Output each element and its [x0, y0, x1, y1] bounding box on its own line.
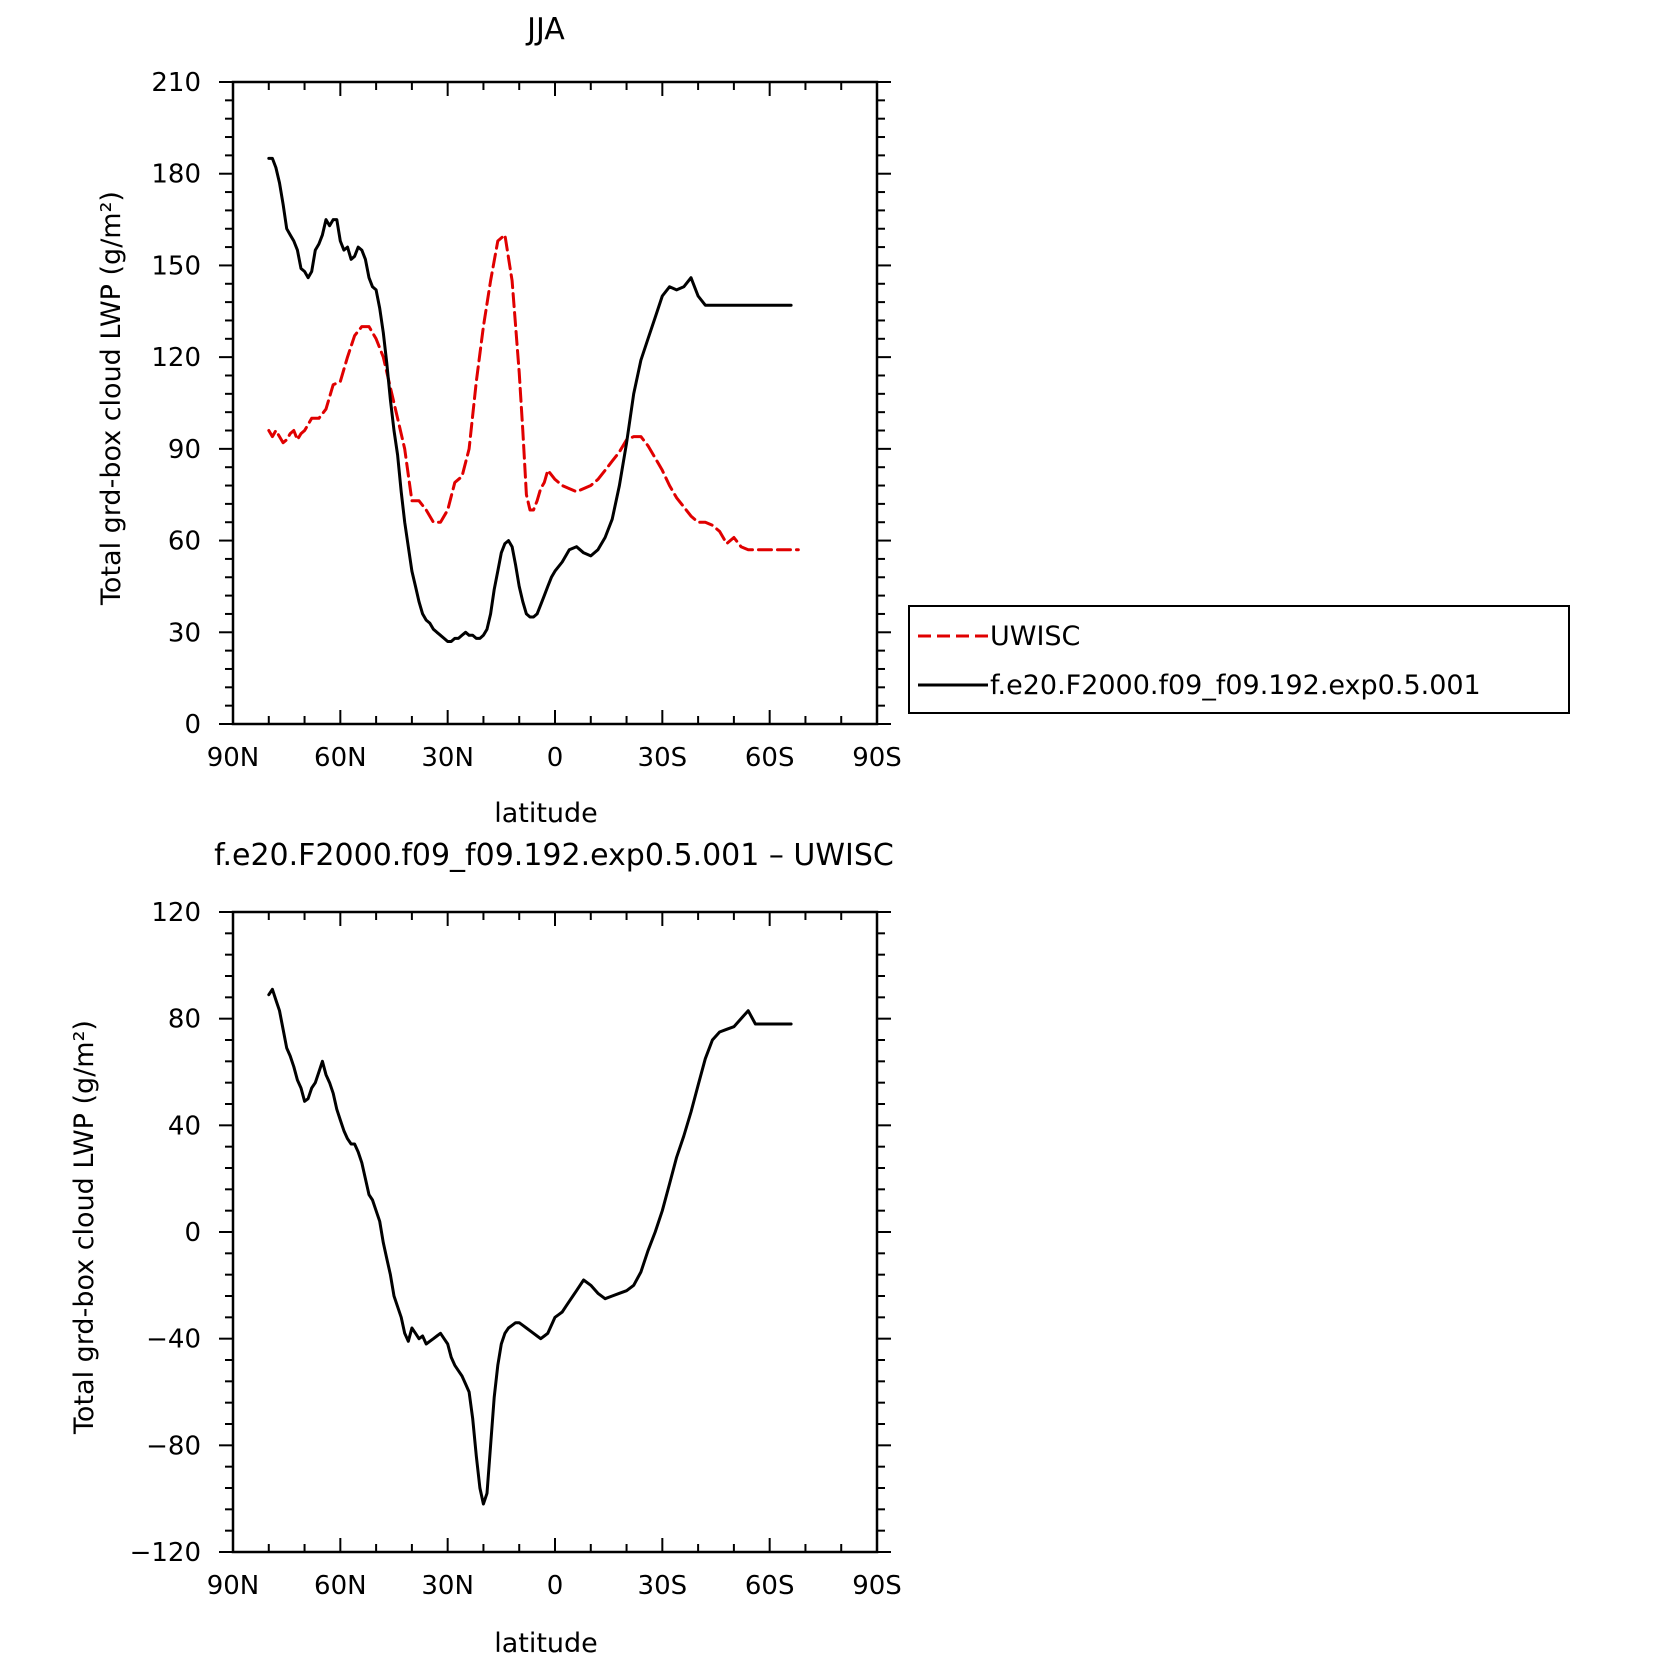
panel-bottom-ylabel: Total grd-box cloud LWP (g/m²): [69, 1020, 100, 1435]
y-tick-label: 0: [184, 710, 201, 740]
x-tick-label: 0: [547, 743, 564, 773]
panel-top-series: [267, 156, 800, 643]
panel-bottom-title: f.e20.F2000.f09_f09.192.exp0.5.001 – UWI…: [214, 838, 894, 873]
x-tick-label: 30N: [421, 1571, 474, 1601]
y-tick-label: 30: [168, 618, 201, 648]
y-tick-label: 80: [168, 1005, 201, 1035]
y-tick-label: 90: [168, 435, 201, 465]
x-tick-label: 90N: [207, 743, 260, 773]
series-line-uwisc: [267, 233, 800, 552]
y-tick-label: 60: [168, 527, 201, 557]
x-tick-label: 90S: [852, 1571, 902, 1601]
legend: UWISC f.e20.F2000.f09_f09.192.exp0.5.001: [908, 605, 1570, 714]
panel-top-title: JJA: [525, 12, 565, 47]
x-tick-label: 60N: [314, 743, 367, 773]
panel-bottom-series: [267, 987, 793, 1506]
y-tick-label: 120: [151, 343, 201, 373]
panel-top: JJA Total grd-box cloud LWP (g/m²) latit…: [96, 12, 902, 829]
y-tick-label: 40: [168, 1111, 201, 1141]
y-tick-label: 0: [184, 1218, 201, 1248]
y-tick-label: 210: [151, 68, 201, 98]
panel-bottom-xlabel: latitude: [494, 1628, 598, 1658]
x-tick-label: 60S: [745, 743, 795, 773]
x-tick-label: 60S: [745, 1571, 795, 1601]
series-line-difference: [267, 987, 793, 1506]
y-tick-label: −80: [146, 1431, 201, 1461]
x-tick-label: 90S: [852, 743, 902, 773]
x-tick-label: 90N: [207, 1571, 260, 1601]
panel-bottom: f.e20.F2000.f09_f09.192.exp0.5.001 – UWI…: [69, 838, 902, 1658]
panel-bottom-frame: [231, 910, 879, 1554]
panel-top-frame: [231, 80, 879, 726]
legend-box: [908, 605, 1570, 714]
panel-top-ylabel: Total grd-box cloud LWP (g/m²): [96, 191, 127, 606]
panel-top-ticks: 90N 60N 30N 0 30S 60S 90S 0 30 60 90 120 150 180 210: [151, 68, 901, 773]
x-tick-label: 0: [547, 1571, 564, 1601]
y-tick-label: 150: [151, 251, 201, 281]
panel-bottom-ticks: 90N 60N 30N 0 30S 60S 90S −120 −80 −40 0 40 80 120: [130, 898, 902, 1601]
legend-label-model: f.e20.F2000.f09_f09.192.exp0.5.001: [990, 670, 1481, 701]
y-tick-label: 180: [151, 160, 201, 190]
x-tick-label: 30S: [638, 1571, 688, 1601]
y-tick-label: −120: [130, 1538, 201, 1568]
panel-top-xlabel: latitude: [494, 798, 598, 829]
y-tick-label: 120: [151, 898, 201, 928]
series-line-model: [267, 156, 793, 643]
x-tick-label: 30N: [421, 743, 474, 773]
y-tick-label: −40: [146, 1325, 201, 1355]
x-tick-label: 30S: [638, 743, 688, 773]
legend-label-uwisc: UWISC: [990, 621, 1080, 652]
x-tick-label: 60N: [314, 1571, 367, 1601]
